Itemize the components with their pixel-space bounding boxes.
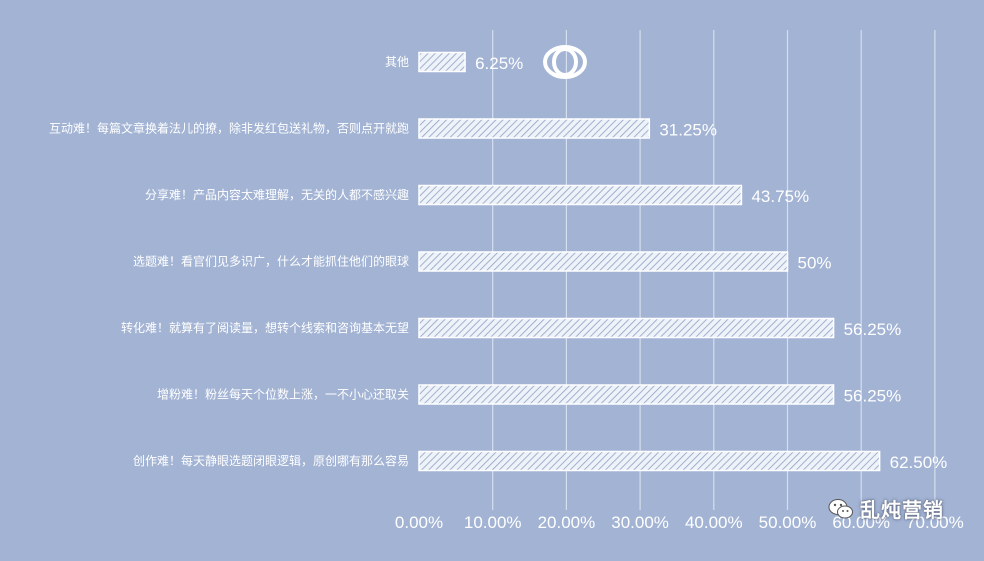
data-label: 43.75% <box>751 187 809 206</box>
data-label: 31.25% <box>659 121 717 140</box>
bar <box>418 384 835 405</box>
wechat-icon <box>828 498 853 518</box>
data-label: 50% <box>798 254 832 273</box>
bar <box>418 184 743 206</box>
category-label: 互动难！每篇文章换着法儿的撩，除非发红包送礼物，否则点开就跑 <box>49 121 409 136</box>
x-tick-label: 10.00% <box>464 513 522 532</box>
bar <box>418 251 789 272</box>
x-tick-label: 20.00% <box>538 513 596 532</box>
data-label: 6.25% <box>475 54 523 73</box>
category-label: 分享难！产品内容太难理解，无关的人都不感兴趣 <box>145 187 409 202</box>
bar <box>418 317 835 339</box>
data-label: 56.25% <box>844 320 902 339</box>
bar <box>418 450 881 472</box>
category-label: 增粉难！粉丝每天个位数上涨，一不小心还取关 <box>157 387 409 402</box>
x-tick-label: 40.00% <box>685 513 743 532</box>
x-tick-label: 70.00% <box>906 513 964 532</box>
ring-logo-icon <box>543 45 587 79</box>
data-label: 62.50% <box>890 453 948 472</box>
watermark: 乱炖营销 <box>828 494 944 523</box>
category-label: 其他 <box>385 55 409 69</box>
category-label: 转化难！就算有了阅读量，想转个线索和咨询基本无望 <box>121 320 409 335</box>
category-label: 创作难！每天静眼选题闭眼逻辑，原创哪有那么容易 <box>133 453 409 468</box>
x-tick-label: 30.00% <box>611 513 669 532</box>
category-label: 选题难！看官们见多识广，什么才能抓住他们的眼球 <box>133 254 409 269</box>
bar <box>418 51 466 73</box>
bars <box>418 51 881 472</box>
bar <box>418 118 651 139</box>
data-label: 56.25% <box>844 387 902 406</box>
watermark-text: 乱炖营销 <box>860 498 944 522</box>
x-tick-label: 50.00% <box>759 513 817 532</box>
labels: 0.00% 10.00% 20.00% 30.00% 40.00% 50.00% 60.00… <box>49 54 964 532</box>
x-tick-label: 0.00% <box>395 513 443 532</box>
